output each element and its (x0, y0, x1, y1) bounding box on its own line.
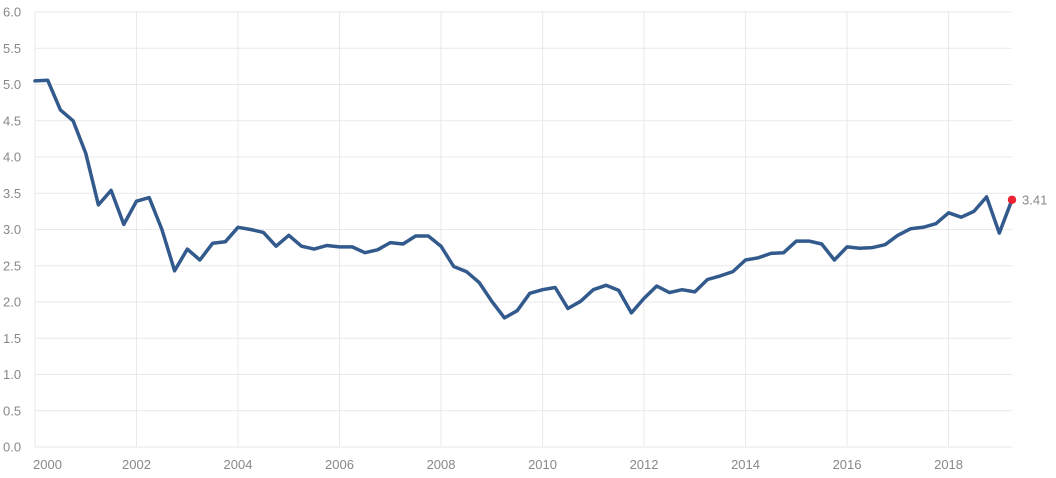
end-marker-layer: 3.41 (1007, 192, 1047, 207)
grid (34, 11, 1012, 448)
last-value-marker (1007, 195, 1017, 204)
x-tick-label: 2012 (630, 457, 659, 472)
y-tick-label: 0.0 (3, 440, 21, 455)
x-tick-label: 2018 (934, 457, 963, 472)
x-tick-label: 2010 (528, 457, 557, 472)
y-tick-label: 3.5 (3, 186, 21, 201)
y-tick-label: 0.5 (3, 403, 21, 418)
axes: 0.0 0.5 1.0 1.5 2.0 2.5 3.0 3.5 4.0 4.5 5.0 5.5 6.0 2… (3, 5, 963, 473)
last-value-label: 3.41 (1022, 192, 1047, 207)
y-tick-label: 3.0 (3, 222, 21, 237)
y-tick-label: 1.5 (3, 331, 21, 346)
y-tick-label: 1.0 (3, 367, 21, 382)
series-layer (33, 78, 1014, 320)
x-tick-label: 2016 (833, 457, 862, 472)
y-tick-label: 5.0 (3, 77, 21, 92)
y-tick-label: 2.0 (3, 295, 21, 310)
y-tick-label: 2.5 (3, 258, 21, 273)
y-tick-label: 6.0 (3, 5, 21, 20)
x-tick-label: 2008 (427, 457, 456, 472)
x-tick-label: 2006 (325, 457, 354, 472)
y-tick-label: 5.5 (3, 41, 21, 56)
x-tick-label: 2014 (731, 457, 760, 472)
y-tick-label: 4.5 (3, 113, 21, 128)
y-tick-label: 4.0 (3, 150, 21, 165)
x-tick-label: 2000 (33, 457, 62, 472)
series-line (33, 78, 1014, 320)
x-tick-label: 2002 (122, 457, 151, 472)
x-tick-label: 2004 (224, 457, 253, 472)
